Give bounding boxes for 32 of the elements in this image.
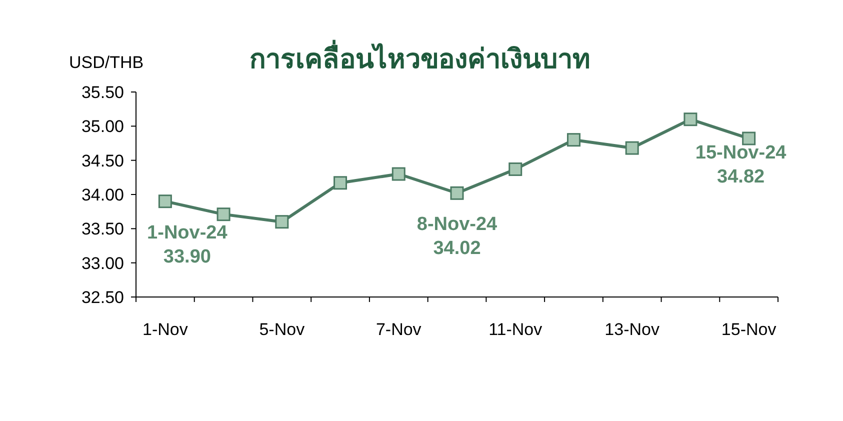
point [566,133,580,147]
y-tick-label: 35.00 [81,117,124,136]
y-tick-label: 34.00 [81,186,124,204]
point [625,141,639,155]
x-tick-label: 11-Nov [488,320,543,339]
point [334,176,348,190]
y-tick-label: 32.50 [81,288,124,307]
y-tick-label: 34.50 [81,151,124,170]
point [158,194,172,208]
x-tick-label: 13-Nov [604,320,660,339]
point [450,186,464,200]
chart-title: การเคลื่อนไหวของค่าเงินบาท [250,39,590,75]
y-tick-label: 35.50 [81,83,124,102]
x-tick-label: 1-Nov [142,320,188,339]
point [742,132,756,146]
annotation: 15-Nov-24 [695,142,787,164]
x-tick-label: 5-Nov [259,320,306,339]
point [508,162,522,176]
point [392,167,406,181]
data-label: 34.82 [717,166,765,188]
x-tick-label: 7-Nov [376,320,422,339]
y-tick-label: 33.50 [81,220,124,239]
data-label: 34.02 [433,238,481,260]
x-tick-label: 15-Nov [721,320,777,339]
annotation: 1-Nov-24 [147,222,228,244]
data-label: 33.90 [163,246,211,268]
annotation: 8-Nov-24 [416,214,498,236]
point [216,208,230,222]
y-axis-title: USD/THB [69,53,144,72]
point [275,215,289,229]
y-tick-label: 33.00 [81,254,124,273]
point [684,112,698,126]
